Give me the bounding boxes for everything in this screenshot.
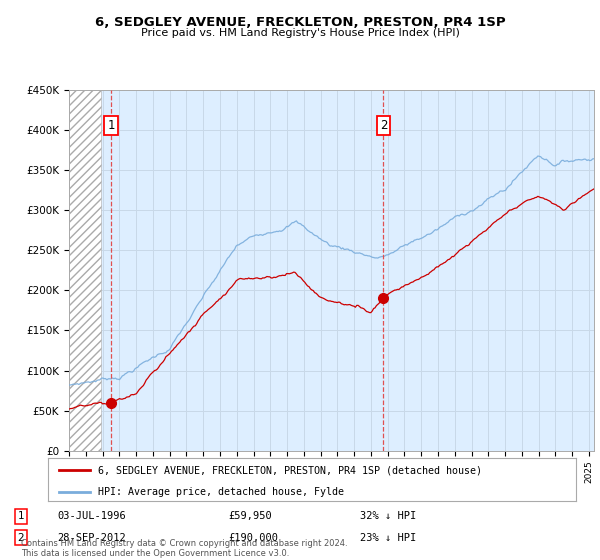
Text: Price paid vs. HM Land Registry's House Price Index (HPI): Price paid vs. HM Land Registry's House … (140, 28, 460, 38)
Text: Contains HM Land Registry data © Crown copyright and database right 2024.
This d: Contains HM Land Registry data © Crown c… (21, 539, 347, 558)
Text: 28-SEP-2012: 28-SEP-2012 (57, 533, 126, 543)
Text: 1: 1 (107, 119, 115, 132)
Text: 03-JUL-1996: 03-JUL-1996 (57, 511, 126, 521)
Text: HPI: Average price, detached house, Fylde: HPI: Average price, detached house, Fyld… (98, 487, 344, 497)
Text: 32% ↓ HPI: 32% ↓ HPI (360, 511, 416, 521)
Text: 23% ↓ HPI: 23% ↓ HPI (360, 533, 416, 543)
Text: 6, SEDGLEY AVENUE, FRECKLETON, PRESTON, PR4 1SP (detached house): 6, SEDGLEY AVENUE, FRECKLETON, PRESTON, … (98, 465, 482, 475)
Text: 2: 2 (380, 119, 387, 132)
Text: £59,950: £59,950 (228, 511, 272, 521)
Text: £190,000: £190,000 (228, 533, 278, 543)
Text: 6, SEDGLEY AVENUE, FRECKLETON, PRESTON, PR4 1SP: 6, SEDGLEY AVENUE, FRECKLETON, PRESTON, … (95, 16, 505, 29)
Text: 1: 1 (17, 511, 25, 521)
Text: 2: 2 (17, 533, 25, 543)
Bar (69, 90, 101, 451)
